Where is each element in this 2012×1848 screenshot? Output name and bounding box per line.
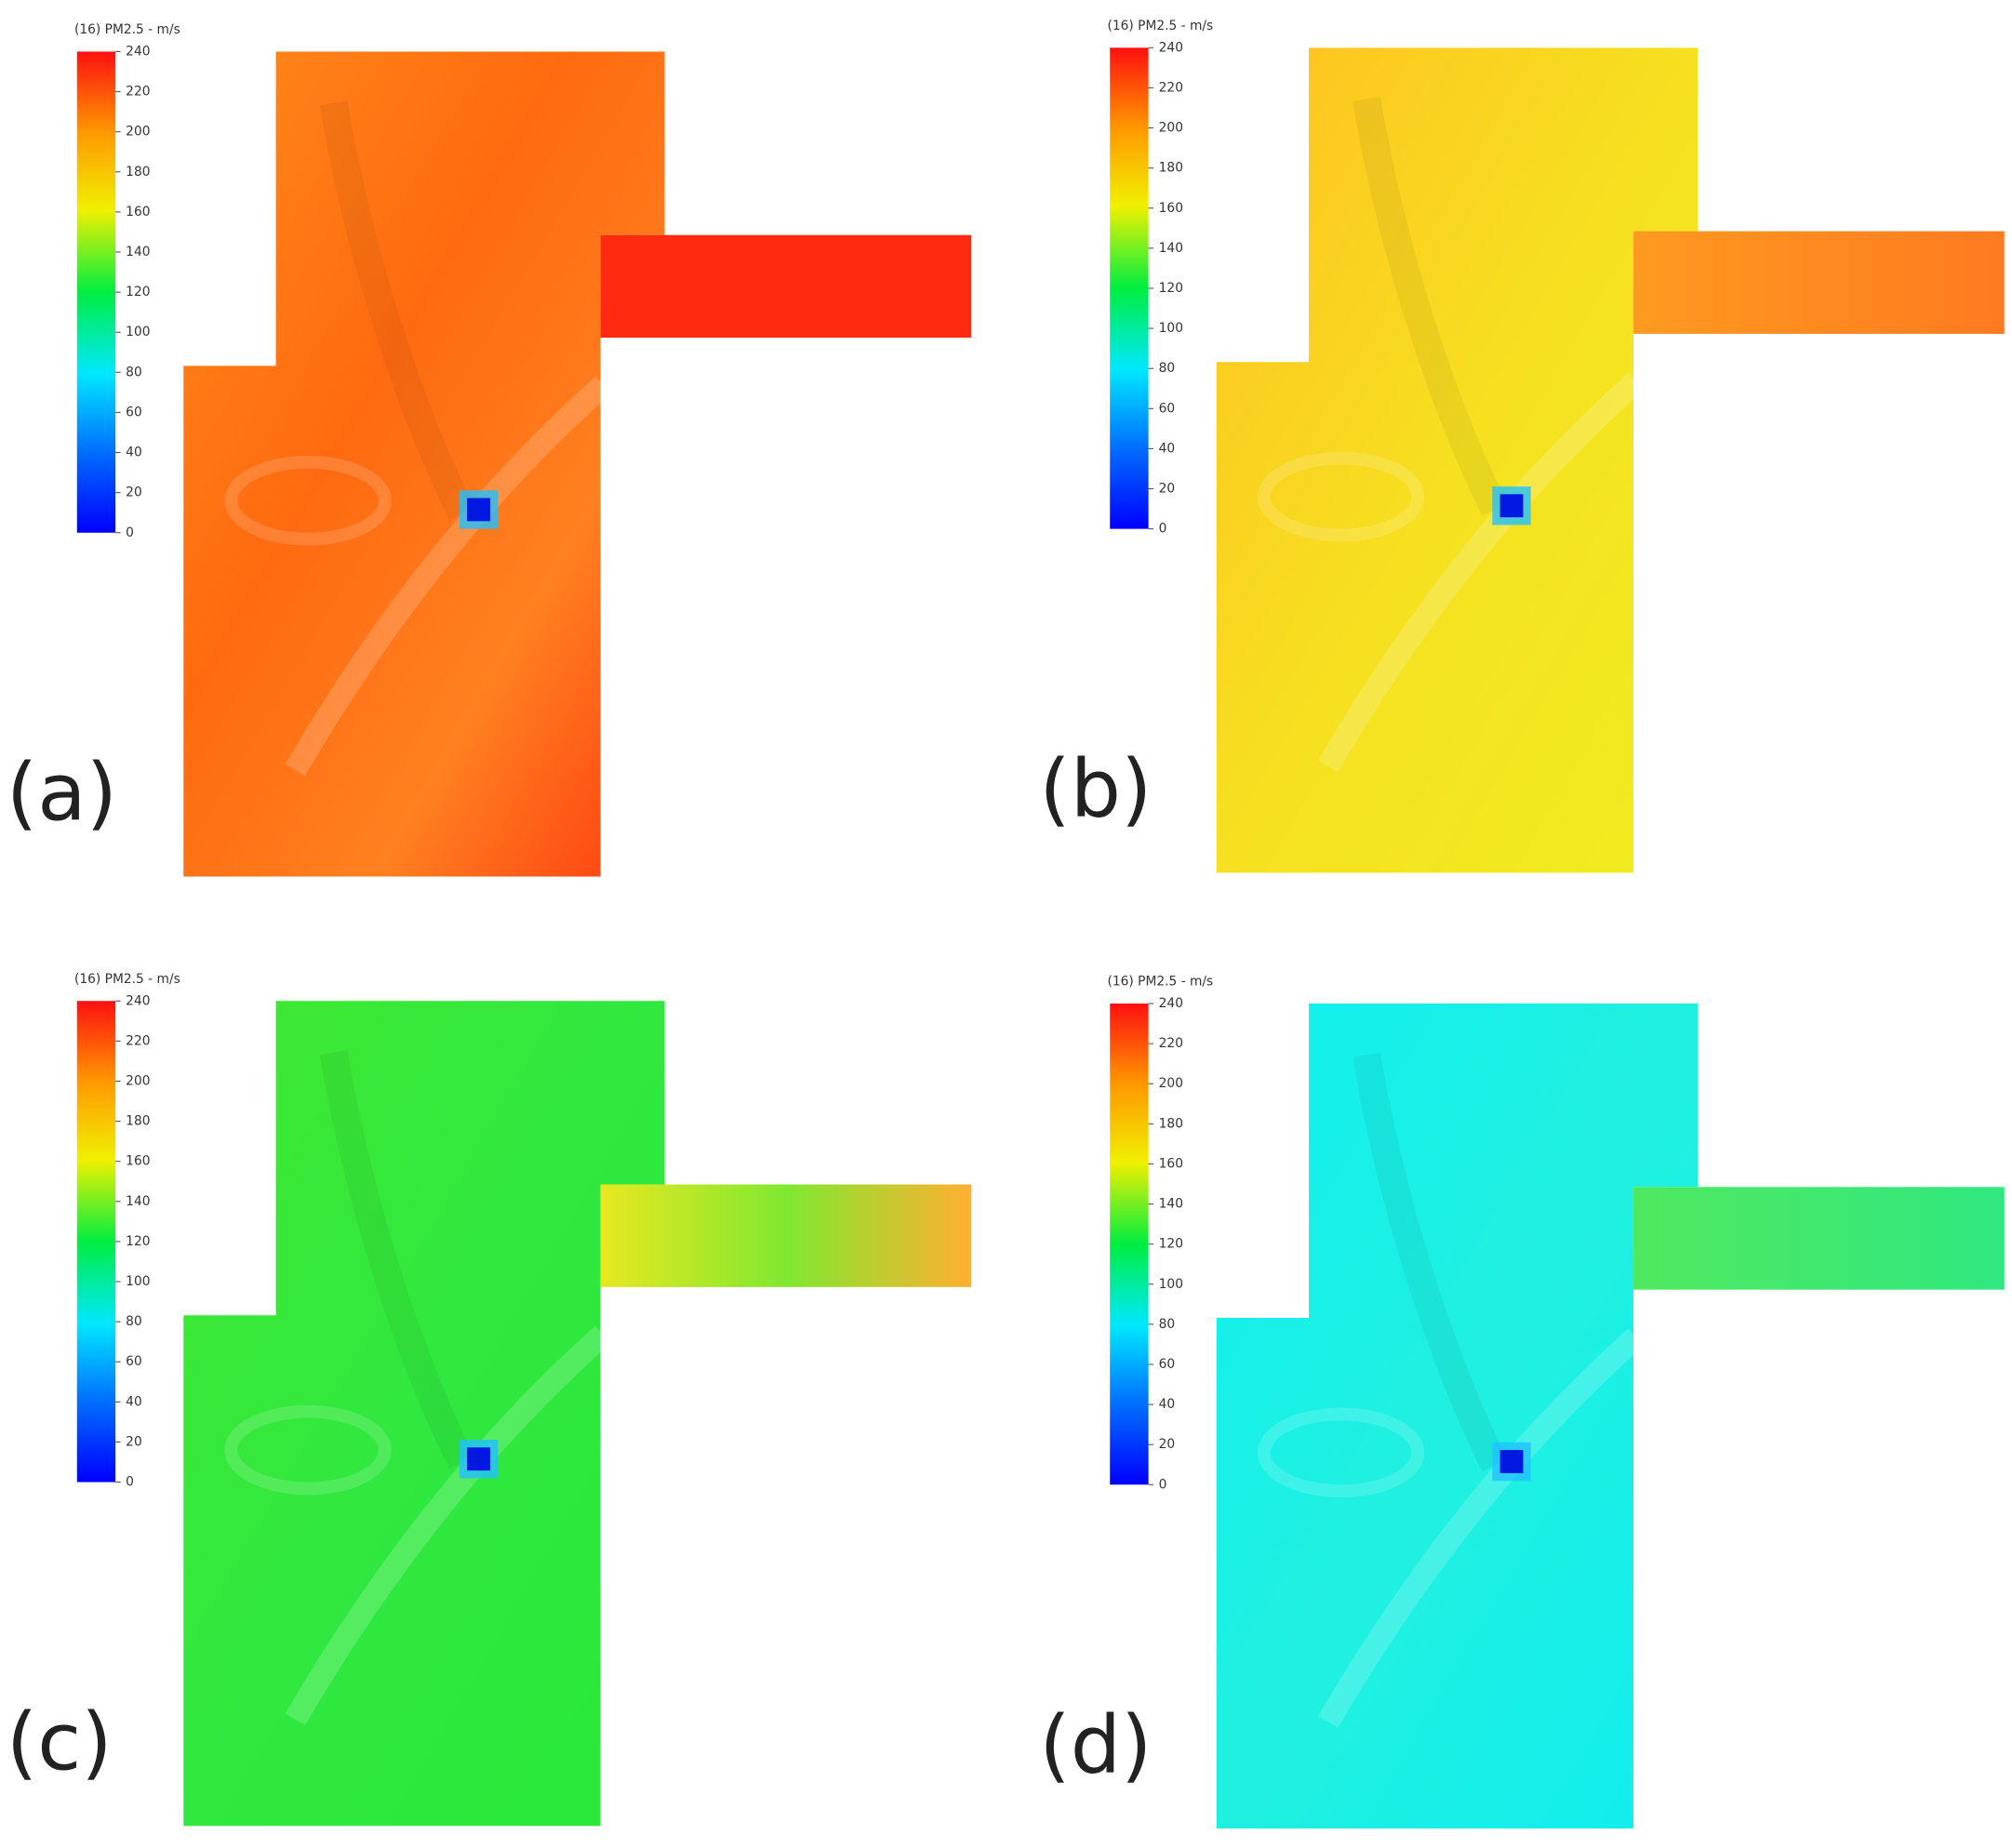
panel-label: (d) xyxy=(1039,1699,1152,1791)
colorbar-tick-label: 240 xyxy=(1159,40,1183,55)
flow-streak xyxy=(285,1325,611,1726)
duct-field xyxy=(1633,231,2005,334)
colorbar xyxy=(76,51,116,533)
colorbar-tick-label: 80 xyxy=(126,1314,142,1329)
flow-eddy xyxy=(224,455,392,546)
colorbar xyxy=(1110,1004,1149,1485)
flow-streak xyxy=(1318,372,1645,773)
flow-streak xyxy=(285,376,611,777)
source xyxy=(1499,1450,1524,1473)
colorbar-tick-label: 220 xyxy=(1159,80,1183,95)
duct-field xyxy=(1633,1187,2005,1290)
flow-streak xyxy=(319,1049,475,1469)
colorbar xyxy=(1110,47,1149,529)
colorbar-tick-label: 100 xyxy=(126,1274,150,1289)
source xyxy=(467,1447,490,1471)
colorbar-tick-label: 120 xyxy=(1159,281,1183,296)
colorbar-tick-label: 20 xyxy=(126,1434,142,1449)
colorbar-title: (16) PM2.5 - m/s xyxy=(1107,19,1213,33)
room-field xyxy=(183,51,665,877)
source xyxy=(1499,494,1524,518)
colorbar-tick-label: 20 xyxy=(126,485,142,500)
colorbar-tick-label: 100 xyxy=(126,325,150,339)
panel-label: (c) xyxy=(7,1697,113,1789)
panel: (16) PM2.5 - m/s 0 20 40 60 80 100 120 140 160 180… xyxy=(1039,975,2005,1829)
colorbar-title: (16) PM2.5 - m/s xyxy=(74,972,180,987)
colorbar-tick-label: 0 xyxy=(126,525,134,540)
colorbar-tick-label: 140 xyxy=(126,1194,150,1209)
colorbar-tick-label: 140 xyxy=(126,245,150,259)
colorbar-tick-label: 240 xyxy=(1159,996,1183,1011)
colorbar-tick-label: 200 xyxy=(1159,121,1183,136)
colorbar-tick-label: 20 xyxy=(1159,1437,1176,1452)
colorbar-tick-label: 40 xyxy=(126,445,142,460)
duct-field xyxy=(600,1184,972,1287)
colorbar-tick-label: 160 xyxy=(126,1154,150,1169)
colorbar-tick-label: 0 xyxy=(1159,1477,1167,1492)
room-field xyxy=(1216,47,1699,873)
colorbar-tick-label: 100 xyxy=(1159,321,1183,336)
colorbar-tick-label: 60 xyxy=(126,1354,142,1369)
colorbar-tick-label: 40 xyxy=(1159,1397,1176,1412)
colorbar-tick-label: 120 xyxy=(1159,1237,1183,1252)
colorbar-tick-label: 20 xyxy=(1159,482,1176,497)
flow-streak xyxy=(319,100,475,520)
duct-field xyxy=(600,234,972,339)
colorbar-tick-label: 40 xyxy=(1159,441,1176,456)
panel-label: (a) xyxy=(7,748,117,840)
flow-streak xyxy=(1352,97,1508,516)
source xyxy=(467,498,490,522)
flow-eddy xyxy=(224,1404,392,1496)
colorbar-tick-label: 220 xyxy=(126,85,150,100)
colorbar-tick-label: 180 xyxy=(126,1114,150,1129)
colorbar-tick-label: 140 xyxy=(1159,241,1183,256)
colorbar-tick-label: 60 xyxy=(1159,1357,1176,1372)
flow-streak xyxy=(1352,1052,1508,1472)
flow-eddy xyxy=(1257,451,1425,542)
colorbar-tick-label: 220 xyxy=(126,1033,150,1048)
colorbar-tick-label: 60 xyxy=(126,405,142,419)
colorbar-tick-label: 180 xyxy=(1159,161,1183,176)
colorbar-tick-label: 200 xyxy=(126,125,150,140)
colorbar-tick-label: 160 xyxy=(1159,1156,1183,1171)
colorbar-tick-label: 140 xyxy=(1159,1197,1183,1212)
colorbar-title: (16) PM2.5 - m/s xyxy=(1107,975,1213,990)
room-field xyxy=(1216,1004,1699,1829)
colorbar-tick-label: 80 xyxy=(1159,361,1176,376)
colorbar-tick-label: 200 xyxy=(1159,1076,1183,1091)
colorbar-tick-label: 0 xyxy=(1159,522,1167,537)
colorbar-tick-label: 240 xyxy=(126,44,150,59)
colorbar-tick-label: 60 xyxy=(1159,401,1176,416)
room-field xyxy=(183,1001,665,1827)
colorbar-tick-label: 0 xyxy=(126,1475,134,1490)
colorbar-tick-label: 100 xyxy=(1159,1277,1183,1292)
flow-eddy xyxy=(1257,1407,1425,1498)
colorbar xyxy=(76,1001,116,1482)
colorbar-title: (16) PM2.5 - m/s xyxy=(74,22,180,37)
flow-streak xyxy=(1318,1328,1645,1728)
colorbar-tick-label: 120 xyxy=(126,1234,150,1249)
panel-label: (b) xyxy=(1039,744,1152,836)
colorbar-tick-label: 120 xyxy=(126,285,150,299)
colorbar-tick-label: 160 xyxy=(1159,201,1183,216)
colorbar-tick-label: 220 xyxy=(1159,1036,1183,1051)
colorbar-tick-label: 240 xyxy=(126,993,150,1008)
colorbar-tick-label: 160 xyxy=(126,205,150,219)
colorbar-tick-label: 80 xyxy=(1159,1317,1176,1332)
colorbar-tick-label: 180 xyxy=(1159,1116,1183,1131)
panel: (16) PM2.5 - m/s 0 20 40 60 80 100 120 140 160 180… xyxy=(7,22,972,877)
colorbar-tick-label: 180 xyxy=(126,165,150,179)
colorbar-tick-label: 80 xyxy=(126,365,142,379)
panel: (16) PM2.5 - m/s 0 20 40 60 80 100 120 140 160 180… xyxy=(1039,19,2005,873)
panel: (16) PM2.5 - m/s 0 20 40 60 80 100 120 140 160 180… xyxy=(7,972,972,1827)
colorbar-tick-label: 200 xyxy=(126,1073,150,1088)
colorbar-tick-label: 40 xyxy=(126,1394,142,1409)
